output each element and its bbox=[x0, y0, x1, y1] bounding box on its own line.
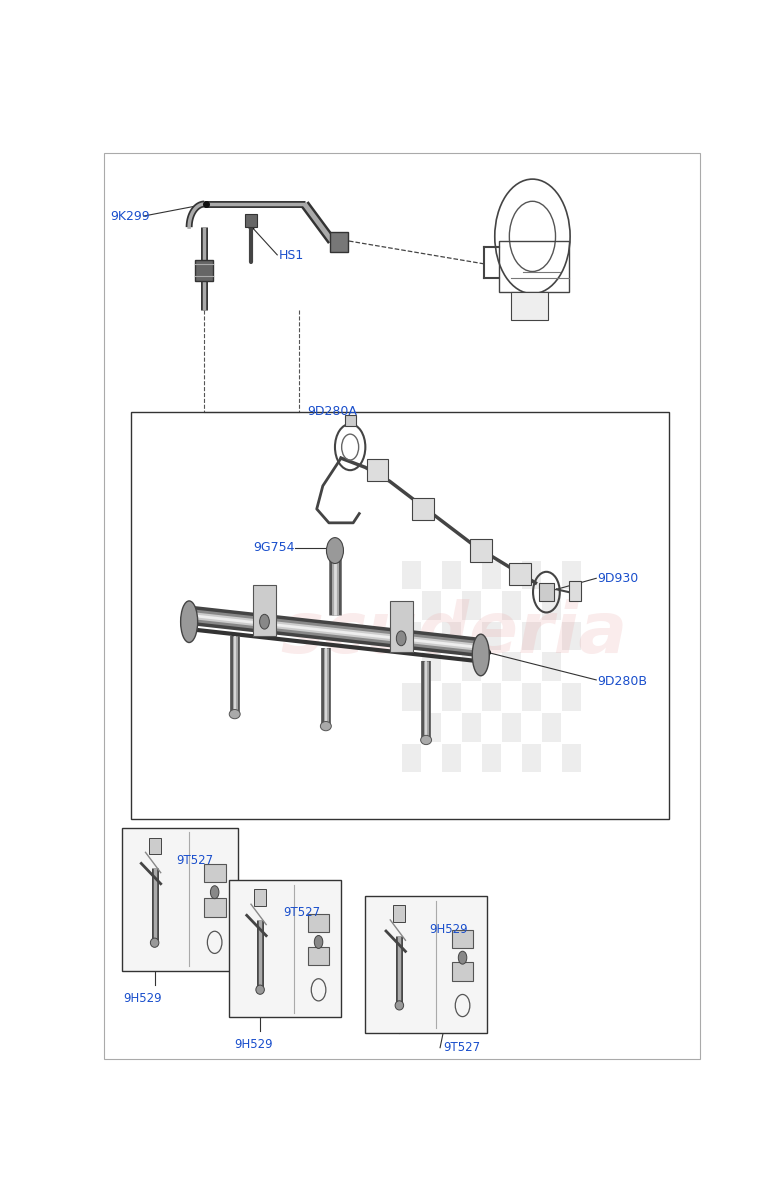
Bar bbox=[122, 828, 238, 971]
Bar bbox=[511, 292, 547, 319]
Bar bbox=[442, 622, 461, 650]
Bar bbox=[462, 592, 481, 620]
Bar bbox=[245, 215, 257, 227]
Bar bbox=[510, 563, 532, 584]
Text: scuderia: scuderia bbox=[280, 599, 627, 668]
Text: 9T527: 9T527 bbox=[283, 906, 321, 919]
Bar bbox=[562, 560, 581, 589]
Bar bbox=[502, 652, 521, 680]
Bar bbox=[502, 713, 521, 742]
Bar bbox=[470, 540, 492, 562]
Bar bbox=[522, 744, 541, 773]
Circle shape bbox=[326, 538, 343, 564]
Bar bbox=[132, 412, 669, 818]
Bar bbox=[562, 622, 581, 650]
Bar bbox=[502, 592, 521, 620]
Ellipse shape bbox=[321, 721, 332, 731]
Bar bbox=[482, 744, 501, 773]
Bar bbox=[401, 744, 421, 773]
Text: 9D280B: 9D280B bbox=[597, 676, 648, 689]
Bar bbox=[422, 652, 441, 680]
Bar bbox=[543, 713, 561, 742]
Bar bbox=[204, 864, 226, 882]
Bar bbox=[330, 232, 348, 252]
Bar bbox=[442, 744, 461, 773]
Bar bbox=[543, 592, 561, 620]
Bar bbox=[367, 460, 388, 481]
Bar bbox=[482, 622, 501, 650]
Bar bbox=[254, 889, 267, 906]
Text: HS1: HS1 bbox=[278, 250, 303, 263]
Bar bbox=[442, 683, 461, 712]
Bar bbox=[401, 560, 421, 589]
Bar bbox=[442, 560, 461, 589]
Ellipse shape bbox=[180, 601, 198, 642]
Bar bbox=[307, 947, 329, 965]
Bar bbox=[452, 962, 474, 980]
Bar bbox=[499, 241, 569, 292]
Bar bbox=[543, 652, 561, 680]
Bar bbox=[452, 930, 474, 948]
Text: 9H529: 9H529 bbox=[124, 992, 162, 1006]
Bar bbox=[412, 498, 434, 520]
Bar bbox=[462, 713, 481, 742]
Bar bbox=[401, 622, 421, 650]
Ellipse shape bbox=[472, 634, 489, 676]
Text: 9D280A: 9D280A bbox=[307, 406, 358, 419]
Bar bbox=[522, 622, 541, 650]
Text: 9G754: 9G754 bbox=[253, 541, 295, 554]
Circle shape bbox=[314, 936, 323, 948]
Bar bbox=[365, 896, 487, 1033]
Circle shape bbox=[210, 886, 219, 899]
Bar bbox=[562, 744, 581, 773]
Bar bbox=[401, 683, 421, 712]
Bar bbox=[422, 592, 441, 620]
Bar bbox=[522, 683, 541, 712]
Bar bbox=[148, 838, 161, 854]
Ellipse shape bbox=[395, 1001, 404, 1010]
Circle shape bbox=[260, 614, 270, 629]
Ellipse shape bbox=[256, 985, 264, 995]
Text: 9H529: 9H529 bbox=[429, 923, 468, 936]
Circle shape bbox=[397, 631, 406, 646]
Bar bbox=[522, 560, 541, 589]
Bar bbox=[482, 560, 501, 589]
Bar bbox=[345, 415, 356, 426]
Text: 9H529: 9H529 bbox=[234, 1038, 274, 1051]
Bar bbox=[204, 898, 226, 917]
Bar bbox=[539, 583, 554, 601]
Bar bbox=[422, 713, 441, 742]
Ellipse shape bbox=[151, 938, 159, 947]
Bar bbox=[562, 683, 581, 712]
Text: 9T527: 9T527 bbox=[176, 853, 213, 866]
Ellipse shape bbox=[229, 709, 240, 719]
Bar bbox=[195, 260, 213, 281]
Text: 9D930: 9D930 bbox=[597, 571, 639, 584]
Circle shape bbox=[459, 952, 466, 964]
Text: 9T527: 9T527 bbox=[443, 1042, 481, 1054]
Bar bbox=[482, 683, 501, 712]
Bar bbox=[307, 914, 329, 932]
Bar bbox=[394, 905, 405, 922]
Bar bbox=[253, 584, 276, 636]
Bar bbox=[569, 581, 581, 601]
Text: 9K299: 9K299 bbox=[110, 210, 150, 222]
Bar bbox=[229, 881, 341, 1018]
Ellipse shape bbox=[421, 736, 431, 744]
Bar bbox=[462, 652, 481, 680]
Bar bbox=[390, 601, 412, 653]
